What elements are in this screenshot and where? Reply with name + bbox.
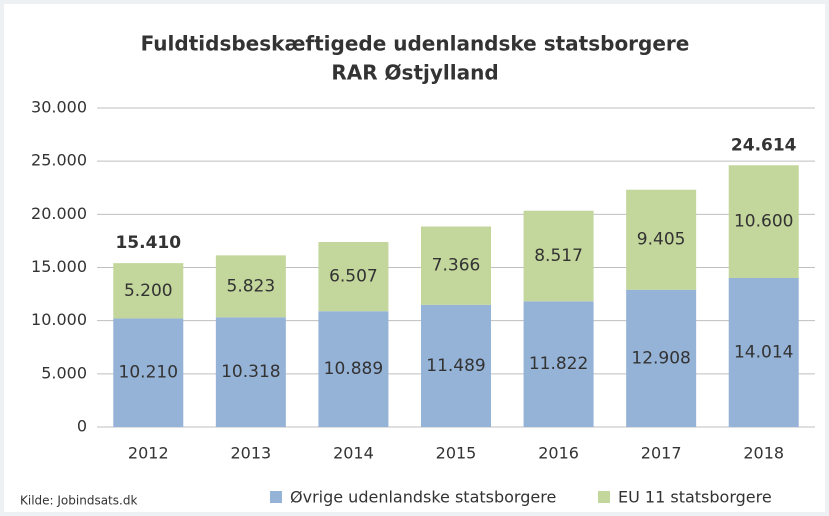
value-label: 9.405: [637, 230, 686, 250]
bar-segment: [113, 318, 184, 427]
x-tick-label: 2015: [436, 444, 477, 463]
value-label: 8.517: [534, 246, 583, 266]
bar-segment: [626, 289, 697, 427]
value-label: 10.600: [734, 212, 793, 232]
y-tick-label: 0: [77, 417, 87, 436]
y-tick-label: 10.000: [31, 310, 87, 329]
bar-segment: [215, 255, 286, 318]
legend-label: Øvrige udenlandske statsborgere: [290, 488, 556, 507]
bar-segment: [626, 189, 697, 290]
value-label: 11.822: [529, 354, 588, 374]
y-tick-label: 15.000: [31, 257, 87, 276]
chart-subtitle: RAR Østjylland: [331, 61, 498, 85]
value-label: 12.908: [631, 348, 690, 368]
x-tick-label: 2012: [128, 444, 169, 463]
bar-segment: [523, 210, 594, 302]
source: Kilde: Jobindsats.dk: [20, 494, 137, 508]
value-label: 10.318: [221, 362, 280, 382]
x-tick-label: 2013: [230, 444, 271, 463]
bar-segment: [113, 263, 184, 319]
value-label: 10.889: [324, 359, 383, 379]
legend-swatch: [598, 491, 610, 503]
bar-segment: [421, 226, 491, 305]
bar-segment: [728, 165, 799, 278]
x-tick-label: 2016: [538, 444, 579, 463]
bar-segment: [728, 277, 799, 427]
x-tick-label: 2017: [641, 444, 682, 463]
bar-segment: [318, 242, 389, 312]
value-label: 5.200: [124, 281, 173, 301]
legend-swatch: [270, 491, 282, 503]
bar-segment: [421, 304, 491, 427]
value-label: 5.823: [227, 276, 276, 296]
bar-segment: [215, 317, 286, 427]
total-label: 24.614: [731, 135, 797, 155]
total-label: 15.410: [115, 233, 181, 253]
bar-segment: [523, 301, 594, 427]
x-tick-label: 2014: [333, 444, 374, 463]
bar-segment: [318, 311, 389, 427]
legend-label: EU 11 statsborgere: [618, 488, 772, 507]
value-label: 7.366: [432, 256, 481, 276]
value-label: 6.507: [329, 267, 378, 287]
value-label: 10.210: [119, 363, 178, 383]
chart-title: Fuldtidsbeskæftigede udenlandske statsbo…: [141, 32, 690, 56]
x-tick-label: 2018: [743, 444, 784, 463]
value-label: 14.014: [734, 342, 793, 362]
y-tick-label: 30.000: [31, 98, 87, 117]
value-label: 11.489: [426, 356, 485, 376]
y-tick-label: 5.000: [41, 363, 87, 382]
y-tick-label: 20.000: [31, 204, 87, 223]
y-tick-label: 25.000: [31, 151, 87, 170]
